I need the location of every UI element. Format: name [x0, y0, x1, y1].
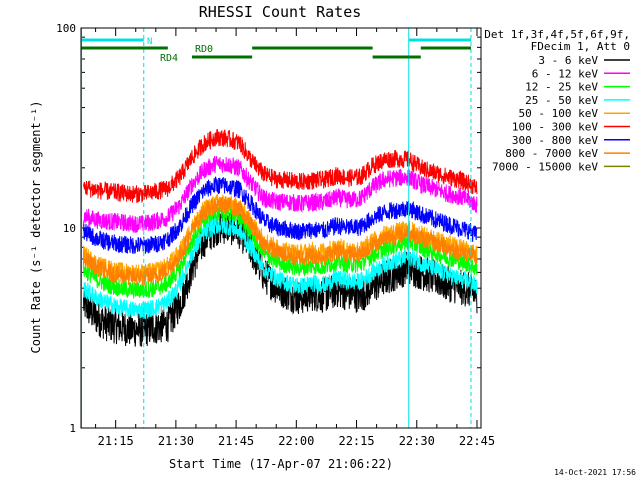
series-line-800-7000-kev — [83, 196, 478, 286]
x-axis-label: Start Time (17-Apr-07 21:06:22) — [169, 457, 393, 471]
chart-title: RHESSI Count Rates — [199, 3, 362, 21]
plot-frame — [80, 27, 482, 429]
y-tick-label-10: 10 — [63, 222, 76, 235]
x-tick-label: 22:30 — [399, 434, 435, 448]
x-tick-label: 22:45 — [459, 434, 495, 448]
x-tick-label: 21:45 — [218, 434, 254, 448]
generation-timestamp: 14-Oct-2021 17:56 — [554, 468, 636, 477]
series-line-25-50-kev — [83, 217, 478, 320]
series-line-6-12-kev — [83, 155, 478, 233]
legend-label: 12 - 25 keV — [525, 81, 598, 94]
series-line-300-800-kev — [83, 176, 478, 254]
rd4-label: RD4 — [160, 53, 178, 64]
legend-label: 50 - 100 keV — [519, 107, 599, 120]
n-label: N — [147, 37, 152, 47]
y-tick-label-100: 100 — [56, 22, 76, 35]
legend-label: 7000 - 15000 keV — [492, 160, 598, 173]
series-group — [83, 129, 478, 347]
x-tick-label: 21:15 — [98, 434, 134, 448]
y-tick-label-1: 1 — [69, 422, 76, 435]
x-tick-label: 22:00 — [278, 434, 314, 448]
legend-label: 100 - 300 keV — [512, 121, 598, 134]
rd0-label: RD0 — [195, 44, 213, 55]
legend-header-line-1: Det 1f,3f,4f,5f,6f,9f, — [484, 28, 630, 41]
x-tick-label: 22:15 — [338, 434, 374, 448]
legend-header-line-2: FDecim 1, Att 0 — [531, 40, 630, 53]
legend-label: 300 - 800 keV — [512, 134, 598, 147]
attenuator-markers — [81, 28, 472, 428]
legend-label: 800 - 7000 keV — [505, 147, 598, 160]
series-line-12-25-kev — [83, 204, 478, 299]
legend-label: 6 - 12 keV — [532, 67, 599, 80]
x-tick-labels: 21:15 21:30 21:45 22:00 22:15 22:30 22:45 — [98, 434, 495, 448]
x-tick-label: 21:30 — [158, 434, 194, 448]
series-line-100-300-kev — [83, 129, 478, 203]
y-axis-label: Count Rate (s⁻¹ detector segment⁻¹) — [29, 101, 43, 354]
legend-label: 3 - 6 keV — [538, 54, 598, 67]
legend-label: 25 - 50 keV — [525, 94, 598, 107]
